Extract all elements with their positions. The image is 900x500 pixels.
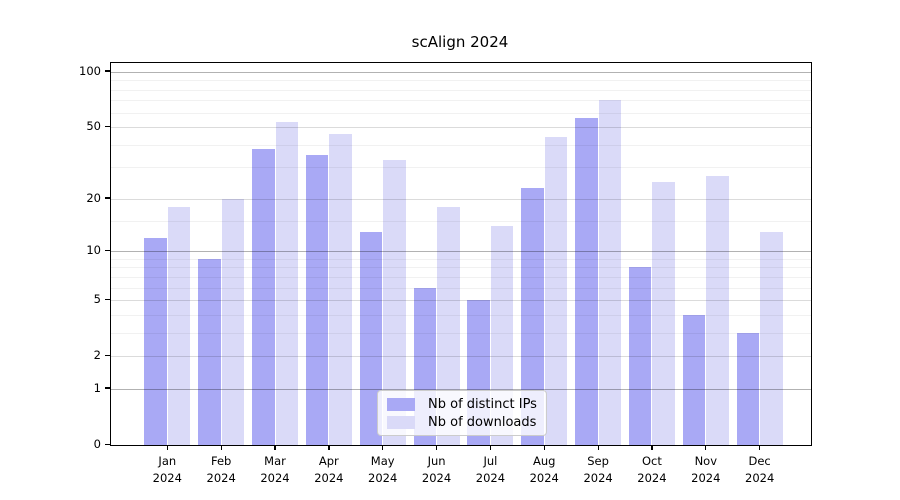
y-tick-label: 5 [93, 292, 101, 307]
bar-ips-apr [305, 155, 329, 445]
y-tick-label: 10 [86, 243, 101, 258]
gridline-minor [111, 276, 811, 278]
y-tick-label: 0 [93, 437, 101, 451]
y-tick-mark [105, 443, 110, 445]
legend-swatch-downloads [387, 415, 415, 429]
gridline-50 [111, 127, 811, 129]
x-tick-label-sep: Sep 2024 [583, 454, 613, 485]
x-tick-mark [166, 445, 168, 451]
bar-ips-oct [628, 267, 652, 445]
gridline-minor [111, 258, 811, 260]
y-tick-mark [105, 298, 110, 300]
x-tick-label-jun: Jun 2024 [421, 454, 452, 485]
x-tick-mark [274, 445, 276, 451]
x-tick-mark [220, 445, 222, 451]
bar-downloads-sep [598, 100, 622, 445]
gridline-1 [111, 388, 811, 390]
x-tick-mark [328, 445, 330, 451]
x-tick-mark [382, 445, 384, 451]
y-tick-mark [105, 70, 110, 72]
legend-label-downloads: Nb of downloads [428, 414, 537, 430]
x-tick-mark [543, 445, 545, 451]
gridline-minor [111, 89, 811, 91]
x-tick-mark [435, 445, 438, 451]
legend: Nb of distinct IPs Nb of downloads [377, 390, 547, 436]
bar-ips-mar [252, 148, 275, 445]
legend-swatch-distinct-ips [387, 398, 415, 412]
bar-downloads-aug [544, 137, 568, 445]
plot-area [110, 62, 812, 446]
gridline-10 [111, 251, 811, 253]
x-tick-label-may: May 2024 [368, 454, 398, 485]
gridline-5 [111, 300, 811, 302]
bar-ips-nov [682, 314, 706, 445]
gridline-minor [111, 80, 811, 82]
gridline-20 [111, 198, 811, 200]
x-tick-mark [651, 445, 653, 451]
bar-downloads-may [383, 159, 406, 445]
y-tick-label: 50 [86, 119, 101, 134]
bar-ips-aug [521, 188, 544, 445]
y-tick-label: 20 [86, 190, 101, 205]
x-tick-label-dec: Dec 2024 [745, 454, 775, 485]
gridline-minor [111, 112, 811, 114]
chart-title: scAlign 2024 [411, 33, 509, 51]
gridline-2 [111, 356, 811, 358]
gridline-minor [111, 144, 811, 146]
gridline-minor [111, 100, 811, 102]
x-tick-label-feb: Feb 2024 [206, 454, 236, 485]
y-tick-label: 1 [93, 380, 101, 395]
gridline-minor [111, 287, 811, 289]
legend-entry-distinct-ips: Nb of distinct IPs [387, 396, 537, 414]
x-tick-label-aug: Aug 2024 [529, 454, 559, 485]
x-tick-mark [705, 445, 707, 451]
gridline-minor [111, 167, 811, 169]
gridline-minor [111, 332, 811, 334]
x-tick-label-jan: Jan 2024 [152, 454, 182, 485]
legend-entry-downloads: Nb of downloads [387, 414, 537, 432]
bar-downloads-jan [167, 206, 191, 445]
bar-downloads-jun [437, 206, 460, 445]
x-tick-label-jul: Jul 2024 [475, 454, 506, 485]
bar-ips-sep [575, 118, 598, 445]
bar-downloads-apr [329, 133, 352, 445]
y-tick-mark [105, 197, 110, 199]
x-tick-mark [489, 445, 492, 451]
bar-downloads-oct [652, 181, 675, 445]
gridline-minor [111, 267, 811, 269]
x-tick-label-oct: Oct 2024 [637, 454, 667, 485]
bar-downloads-mar [275, 122, 298, 445]
x-tick-label-apr: Apr 2024 [314, 454, 344, 485]
y-tick-mark [105, 125, 110, 127]
x-tick-mark [759, 445, 761, 451]
bar-downloads-feb [221, 198, 245, 445]
x-tick-label-nov: Nov 2024 [691, 454, 721, 485]
gridline-minor [111, 314, 811, 316]
y-tick-mark [105, 387, 110, 389]
y-tick-mark [105, 354, 110, 356]
bar-ips-dec [736, 332, 760, 445]
y-tick-label: 100 [79, 63, 101, 78]
bar-ips-jan [144, 237, 167, 445]
gridline-minor [111, 220, 811, 222]
legend-label-distinct-ips: Nb of distinct IPs [428, 397, 537, 413]
y-tick-label: 2 [93, 348, 101, 363]
x-tick-mark [597, 445, 599, 451]
bar-downloads-nov [706, 175, 729, 445]
y-tick-mark [105, 249, 110, 251]
bar-ips-feb [198, 258, 221, 445]
bar-ips-may [359, 231, 383, 445]
gridline-100 [111, 71, 811, 73]
x-tick-label-mar: Mar 2024 [260, 454, 290, 485]
bar-downloads-dec [760, 231, 783, 445]
